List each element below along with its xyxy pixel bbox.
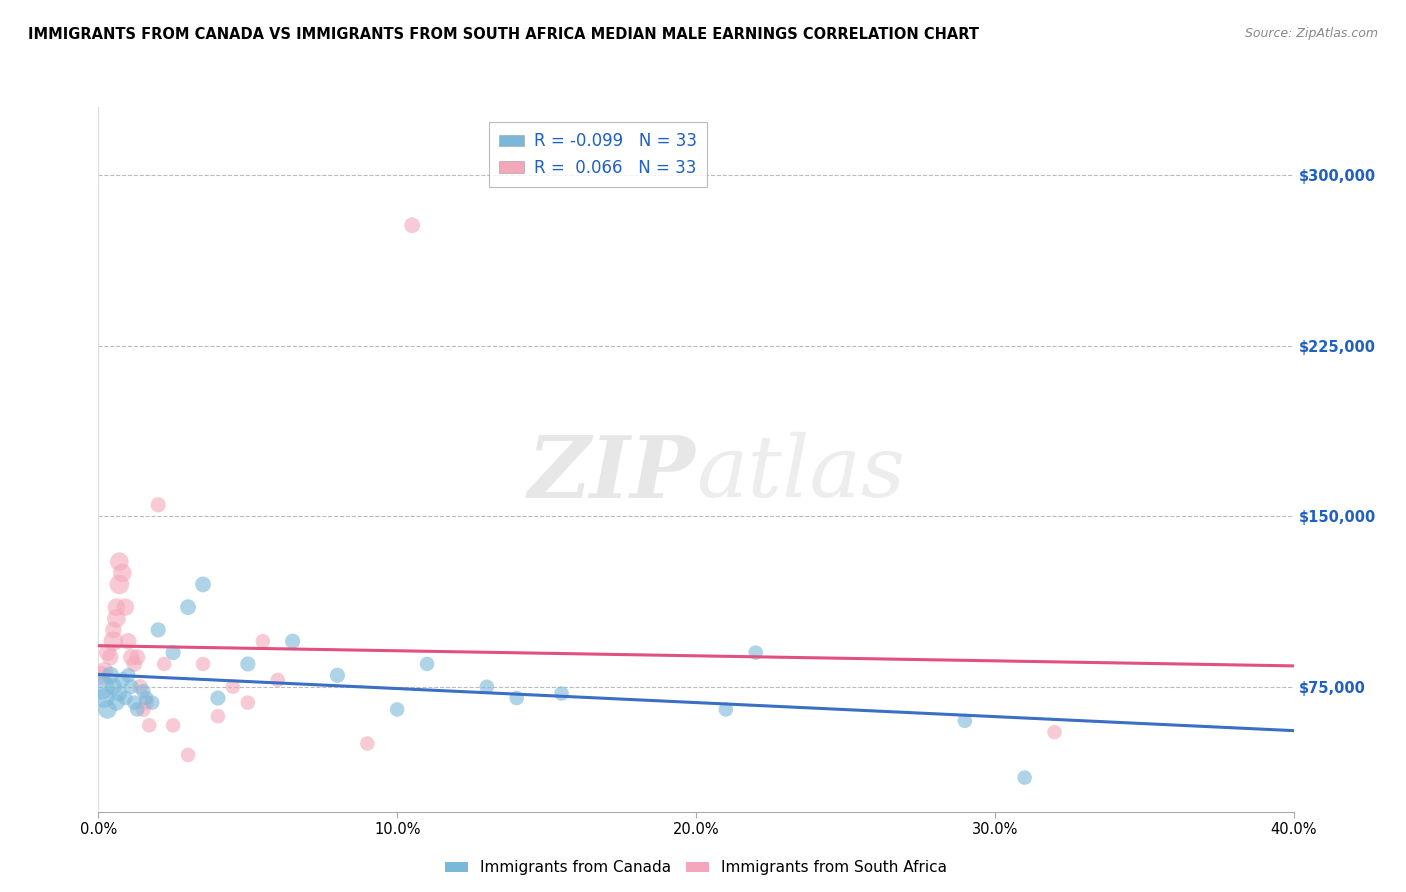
Point: [108, 577, 131, 591]
Point: [267, 673, 290, 687]
Point: [105, 611, 128, 625]
Point: [108, 686, 131, 700]
Point: [124, 657, 146, 671]
Legend: Immigrants from Canada, Immigrants from South Africa: Immigrants from Canada, Immigrants from …: [439, 855, 953, 881]
Point: [108, 555, 131, 569]
Point: [550, 686, 572, 700]
Point: [281, 634, 304, 648]
Point: [714, 702, 737, 716]
Point: [105, 696, 128, 710]
Point: [141, 696, 163, 710]
Point: [103, 680, 125, 694]
Point: [105, 600, 128, 615]
Text: atlas: atlas: [696, 432, 905, 515]
Point: [207, 691, 229, 706]
Point: [135, 696, 157, 710]
Point: [953, 714, 976, 728]
Point: [129, 680, 152, 694]
Text: Source: ZipAtlas.com: Source: ZipAtlas.com: [1244, 27, 1378, 40]
Point: [506, 691, 529, 706]
Point: [124, 696, 146, 710]
Point: [148, 498, 170, 512]
Point: [475, 680, 498, 694]
Point: [96, 702, 118, 716]
Point: [162, 646, 184, 660]
Point: [326, 668, 349, 682]
Point: [135, 691, 157, 706]
Point: [100, 668, 122, 682]
Text: ZIP: ZIP: [529, 432, 696, 516]
Point: [191, 577, 214, 591]
Point: [132, 684, 155, 698]
Point: [138, 718, 160, 732]
Point: [236, 657, 259, 671]
Text: IMMIGRANTS FROM CANADA VS IMMIGRANTS FROM SOUTH AFRICA MEDIAN MALE EARNINGS CORR: IMMIGRANTS FROM CANADA VS IMMIGRANTS FRO…: [28, 27, 979, 42]
Point: [148, 623, 170, 637]
Point: [222, 680, 245, 694]
Point: [117, 634, 139, 648]
Point: [162, 718, 184, 732]
Point: [153, 657, 176, 671]
Point: [111, 566, 134, 580]
Point: [236, 696, 259, 710]
Point: [93, 691, 115, 706]
Point: [90, 680, 112, 694]
Point: [356, 737, 378, 751]
Point: [416, 657, 439, 671]
Point: [103, 634, 125, 648]
Point: [103, 623, 125, 637]
Point: [252, 634, 274, 648]
Point: [127, 650, 149, 665]
Point: [207, 709, 229, 723]
Point: [191, 657, 214, 671]
Point: [127, 702, 149, 716]
Point: [1043, 725, 1066, 739]
Point: [114, 600, 136, 615]
Point: [100, 650, 122, 665]
Point: [120, 680, 142, 694]
Point: [132, 702, 155, 716]
Point: [111, 673, 134, 687]
Point: [177, 600, 200, 615]
Point: [177, 747, 200, 762]
Point: [745, 646, 768, 660]
Point: [1014, 771, 1036, 785]
Point: [90, 668, 112, 682]
Point: [401, 219, 423, 233]
Point: [96, 646, 118, 660]
Point: [120, 650, 142, 665]
Point: [93, 664, 115, 678]
Point: [385, 702, 409, 716]
Point: [117, 668, 139, 682]
Point: [114, 691, 136, 706]
